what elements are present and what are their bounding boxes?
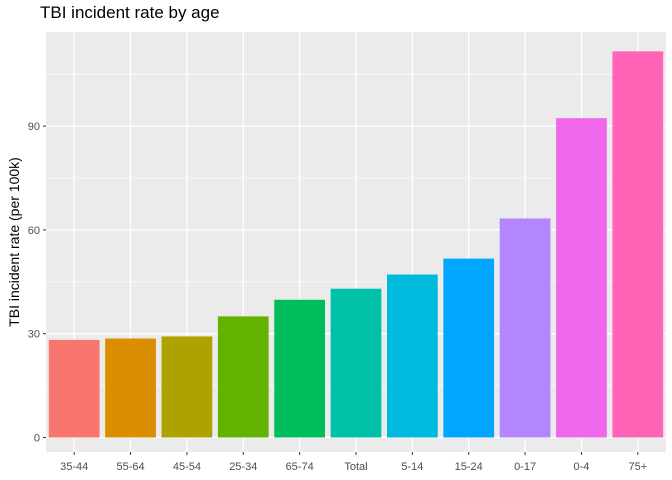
bar-45-54 xyxy=(161,336,213,438)
x-tick-label: 0-4 xyxy=(574,461,590,473)
bar-0-4 xyxy=(556,118,607,438)
y-tick-label: 30 xyxy=(28,329,40,341)
bar-Total xyxy=(330,288,382,438)
y-tick-label: 90 xyxy=(28,121,40,133)
bar-65-74 xyxy=(274,299,325,438)
x-axis: 35-44 55-64 45-54 25-34 65-74 Total 5-14 15-24 0… xyxy=(60,452,647,473)
y-tick-label: 0 xyxy=(34,432,40,444)
y-axis-title: TBI incident rate (per 100k) xyxy=(6,157,22,327)
bars xyxy=(48,51,664,438)
x-tick-label: 35-44 xyxy=(60,461,88,473)
x-tick-label: 0-17 xyxy=(514,461,536,473)
bar-15-24 xyxy=(443,258,495,438)
x-tick-label: Total xyxy=(344,461,367,473)
x-tick-label: 5-14 xyxy=(401,461,423,473)
bar-55-64 xyxy=(105,338,156,438)
x-tick-label: 65-74 xyxy=(286,461,314,473)
x-tick-label: 15-24 xyxy=(455,461,483,473)
bar-25-34 xyxy=(217,316,269,438)
bar-5-14 xyxy=(387,274,438,438)
x-tick-label: 45-54 xyxy=(173,461,201,473)
x-tick-label: 55-64 xyxy=(116,461,144,473)
x-tick-label: 75+ xyxy=(628,461,647,473)
y-axis: 0 30 60 90 xyxy=(28,121,46,444)
x-tick-label: 25-34 xyxy=(229,461,257,473)
bar-0-17 xyxy=(499,218,551,438)
y-tick-label: 60 xyxy=(28,225,40,237)
chart-title: TBI incident rate by age xyxy=(40,3,220,22)
bar-75+ xyxy=(612,51,664,438)
bar-35-44 xyxy=(48,339,100,438)
